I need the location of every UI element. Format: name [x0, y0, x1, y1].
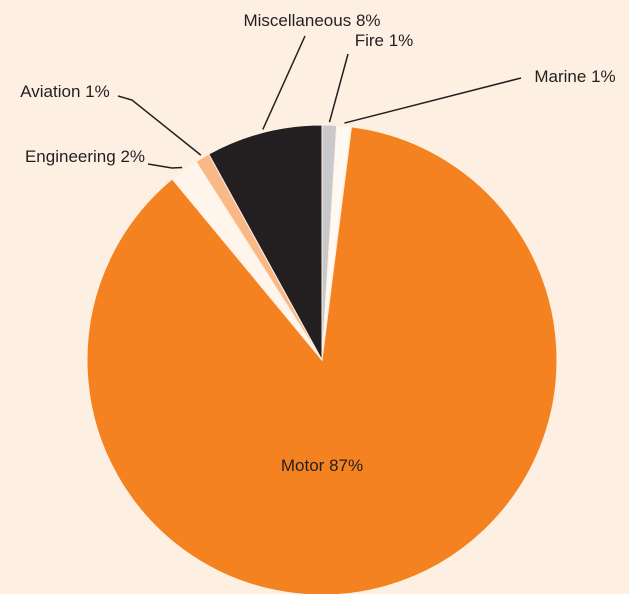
value-label: 1% [389, 31, 414, 50]
slice-label: Fire 1% [355, 31, 414, 50]
value-label: 8% [356, 11, 381, 30]
value-label: 1% [85, 82, 110, 101]
category-name: Fire [355, 31, 384, 50]
slice-label: Miscellaneous 8% [243, 11, 380, 30]
value-label: 87% [329, 456, 363, 475]
leader-line [344, 77, 522, 124]
leader-line [147, 163, 183, 169]
pie-slice [208, 124, 323, 361]
category-name: Miscellaneous [243, 11, 351, 30]
category-name: Motor [281, 456, 325, 475]
leader-line [262, 35, 306, 130]
leader-line [328, 53, 349, 123]
category-name: Engineering [25, 147, 116, 166]
slice-label: Marine 1% [534, 67, 615, 86]
value-label: 1% [591, 67, 616, 86]
category-name: Marine [534, 67, 586, 86]
slice-label: Motor 87% [281, 456, 363, 475]
category-name: Aviation [20, 82, 80, 101]
pie-slice [86, 126, 558, 594]
leader-line [117, 95, 202, 156]
slice-label: Aviation 1% [20, 82, 110, 101]
value-label: 2% [120, 147, 145, 166]
slice-label: Engineering 2% [25, 147, 145, 166]
